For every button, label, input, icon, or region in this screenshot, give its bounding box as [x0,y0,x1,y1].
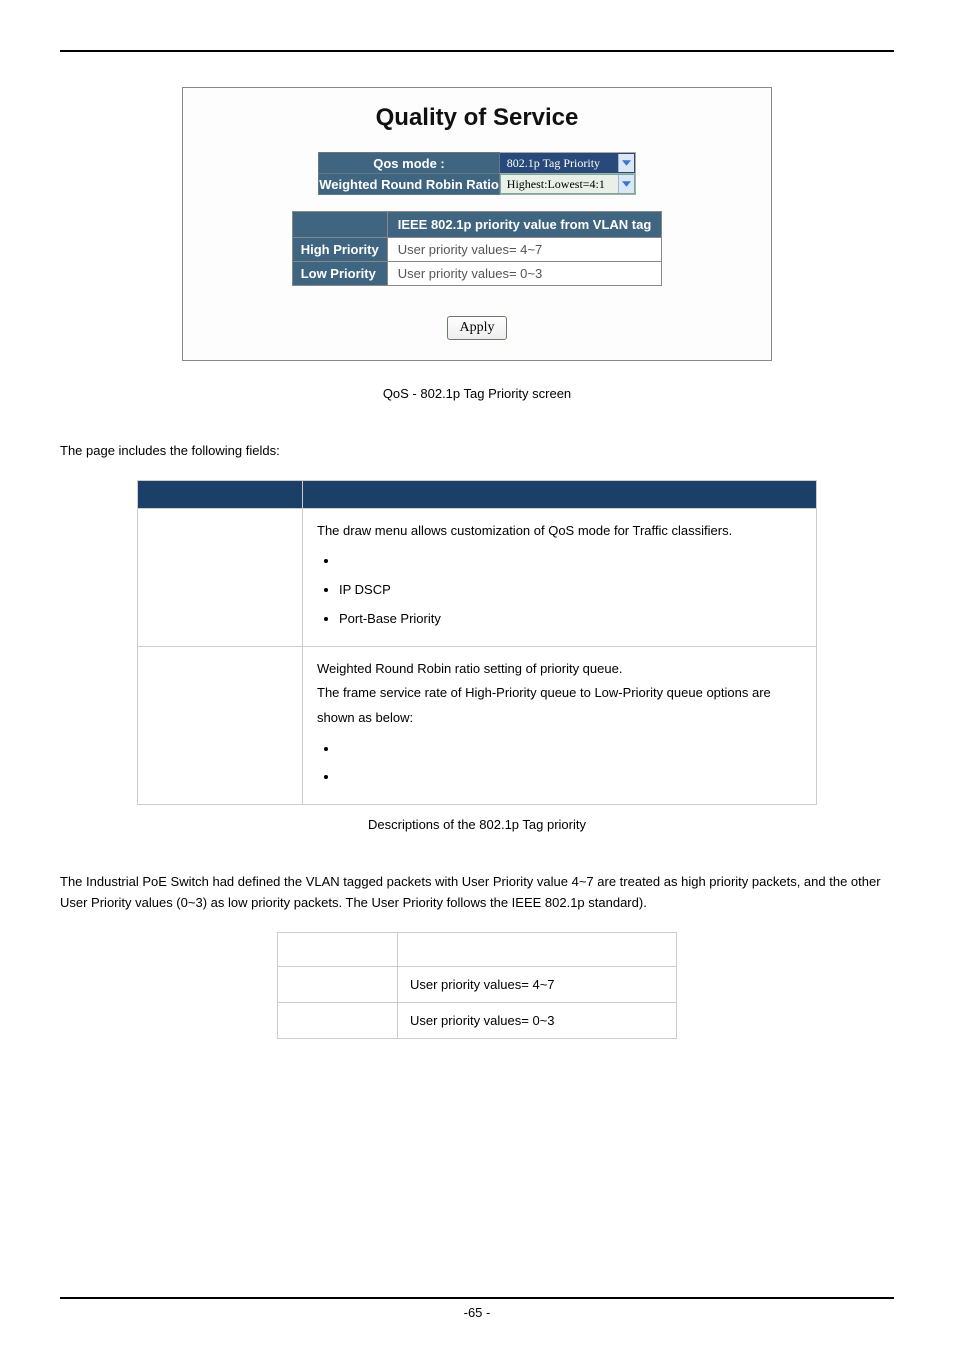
wrr-label: Weighted Round Robin Ratio [319,174,500,195]
table-row: Weighted Round Robin ratio setting of pr… [138,646,817,804]
small-th-2 [398,932,677,966]
wrr-select[interactable]: Highest:Lowest=4:1 [500,174,635,194]
table-row: Low Priority User priority values= 0~3 [292,262,662,286]
priority-table: User priority values= 4~7 User priority … [277,932,677,1039]
desc-object [138,508,303,646]
vlan-row-label: High Priority [292,238,387,262]
small-cell [278,966,398,1002]
vlan-header: IEEE 802.1p priority value from VLAN tag [387,212,662,238]
vlan-row-label: Low Priority [292,262,387,286]
desc-text: Weighted Round Robin ratio setting of pr… [303,646,817,804]
panel-title: Quality of Service [195,104,759,132]
config-table: Qos mode : 802.1p Tag Priority Weighted … [318,152,636,195]
page-number: -65 - [60,1305,894,1320]
qos-mode-select[interactable]: 802.1p Tag Priority [500,153,635,173]
desc-object [138,646,303,804]
qos-mode-label: Qos mode : [319,153,500,174]
chevron-down-icon [618,154,634,172]
chevron-down-icon [618,175,634,193]
top-rule [60,50,894,52]
desc-header-desc [303,480,817,508]
qos-panel: Quality of Service Qos mode : 802.1p Tag… [182,87,772,361]
vlan-header-blank [292,212,387,238]
small-cell: User priority values= 0~3 [398,1002,677,1038]
apply-button[interactable]: Apply [447,316,507,340]
intro-text: The page includes the following fields: [60,441,894,462]
wrr-value: Highest:Lowest=4:1 [501,177,618,192]
qos-mode-value: 802.1p Tag Priority [501,156,618,171]
vlan-row-value: User priority values= 4~7 [387,238,662,262]
small-th-1 [278,932,398,966]
figure-caption-2: Descriptions of the 802.1p Tag priority [60,817,894,832]
small-cell: User priority values= 4~7 [398,966,677,1002]
paragraph: The Industrial PoE Switch had defined th… [60,872,894,914]
desc-text: The draw menu allows customization of Qo… [303,508,817,646]
table-row: The draw menu allows customization of Qo… [138,508,817,646]
description-table: The draw menu allows customization of Qo… [137,480,817,805]
small-cell [278,1002,398,1038]
figure-caption: QoS - 802.1p Tag Priority screen [60,386,894,401]
footer: -65 - [60,1297,894,1320]
vlan-table: IEEE 802.1p priority value from VLAN tag… [292,211,663,286]
desc-header-object [138,480,303,508]
vlan-row-value: User priority values= 0~3 [387,262,662,286]
table-row: High Priority User priority values= 4~7 [292,238,662,262]
table-row: User priority values= 0~3 [278,1002,677,1038]
table-row: User priority values= 4~7 [278,966,677,1002]
